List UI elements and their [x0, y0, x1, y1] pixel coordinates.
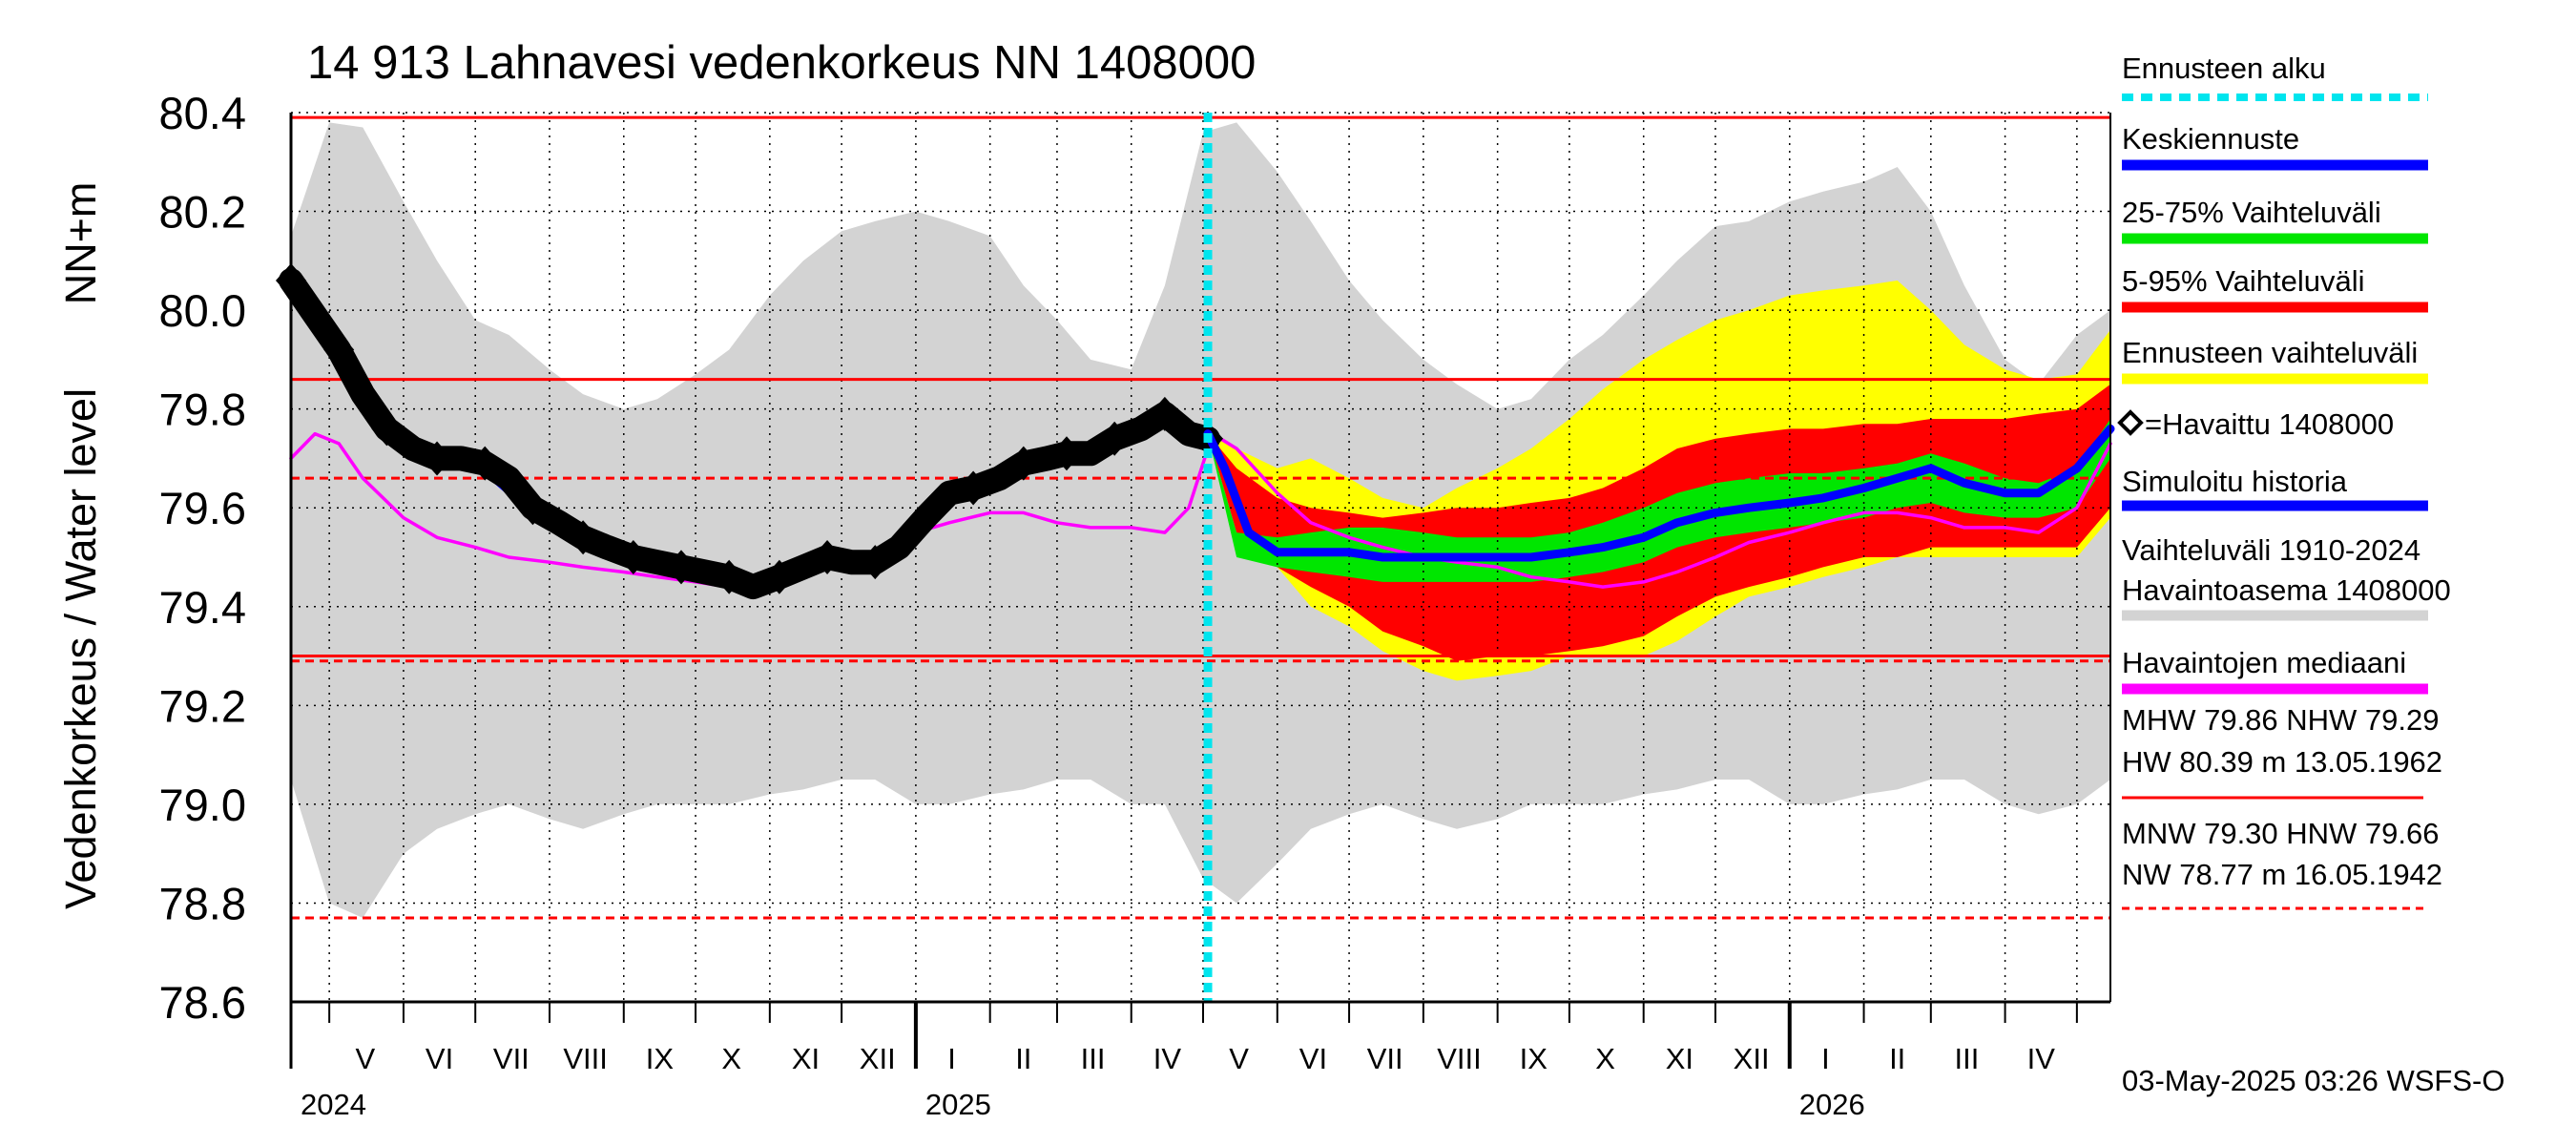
stats-line-hw: HW 80.39 m 13.05.1962 — [2122, 745, 2442, 779]
observed-point — [517, 490, 549, 526]
legend-label: Havaintojen mediaani — [2122, 646, 2406, 679]
observed-point — [1149, 396, 1180, 431]
plot-frame — [289, 113, 2111, 1004]
y-axis-label: Vedenkorkeus / Water level — [56, 388, 105, 909]
month-label-11: III — [1081, 1042, 1106, 1075]
month-label-20: XII — [1734, 1042, 1770, 1075]
observed-point — [371, 411, 403, 447]
year-label-2026: 2026 — [1799, 1088, 1865, 1121]
month-label-16: VIII — [1437, 1042, 1482, 1075]
legend-label: Ennusteen alku — [2122, 52, 2326, 85]
legend-label: Vaihteluväli 1910-2024 — [2122, 533, 2420, 567]
stats-line-mnw: MNW 79.30 HNW 79.66 — [2122, 817, 2440, 850]
month-label-18: X — [1595, 1042, 1615, 1075]
y-axis-unit-label: NN+m — [56, 182, 105, 305]
band-4 — [1208, 419, 2110, 582]
legend-label: Simuloitu historia — [2122, 465, 2348, 498]
legend-label-line2: Havaintoasema 1408000 — [2122, 573, 2451, 607]
y-tick-label: 79.6 — [159, 483, 246, 533]
observed-point — [909, 500, 941, 535]
y-tick-label: 78.6 — [159, 977, 246, 1028]
legend-label: =Havaittu 1408000 — [2145, 407, 2394, 441]
month-label-3: VII — [493, 1042, 530, 1075]
observed-point — [1099, 421, 1131, 456]
month-label-19: XI — [1666, 1042, 1693, 1075]
year-label-2025: 2025 — [925, 1088, 991, 1121]
observed-point — [812, 540, 843, 574]
legend-label: Ennusteen vaihteluväli — [2122, 336, 2418, 369]
month-label-14: VI — [1299, 1042, 1327, 1075]
y-tick-label: 80.2 — [159, 187, 246, 238]
month-label-1: V — [355, 1042, 375, 1075]
y-tick-labels: 80.4 80.2 80.0 79.8 79.6 79.4 79.2 79.0 78.8 78.6 — [159, 88, 246, 1028]
month-label-8: XII — [860, 1042, 896, 1075]
observed-point — [568, 520, 599, 555]
y-tick-label: 79.2 — [159, 680, 246, 731]
month-label-22: II — [1889, 1042, 1905, 1075]
observed-point — [714, 559, 745, 594]
observed-point — [422, 441, 453, 476]
median-line — [289, 431, 2112, 589]
grid-layer — [291, 112, 2110, 1003]
month-label-15: VII — [1367, 1042, 1403, 1075]
reference-lines-layer — [291, 115, 2110, 920]
observed-point — [1008, 446, 1039, 481]
y-tick-label: 80.0 — [159, 285, 246, 336]
observed-point — [617, 540, 649, 574]
month-label-5: IX — [646, 1042, 675, 1075]
band-1 — [291, 122, 2110, 918]
observed-point — [763, 559, 795, 594]
observed-point — [1050, 436, 1082, 471]
month-label-13: V — [1229, 1042, 1249, 1075]
y-tick-label: 79.4 — [159, 582, 246, 633]
month-label-7: XI — [792, 1042, 820, 1075]
y-tick-label: 80.4 — [159, 88, 246, 138]
legend-label: 25-75% Vaihteluväli — [2122, 196, 2381, 229]
observed-point — [860, 545, 891, 580]
observed-point — [469, 446, 501, 481]
legend: Ennusteen alku Keskiennuste 25-75% Vaihtel… — [2117, 52, 2451, 695]
y-tick-label: 79.0 — [159, 780, 246, 830]
month-label-24: IV — [2027, 1042, 2056, 1075]
legend-swatch-observed — [2117, 409, 2144, 436]
year-label-2024: 2024 — [301, 1088, 366, 1121]
stats-line-mhw: MHW 79.86 NHW 79.29 — [2122, 703, 2440, 737]
month-label-12: IV — [1153, 1042, 1182, 1075]
month-label-21: I — [1821, 1042, 1830, 1075]
stats-line-nw: NW 78.77 m 16.05.1942 — [2122, 858, 2442, 891]
month-label-23: III — [1955, 1042, 1980, 1075]
observed-point — [323, 332, 355, 367]
observed-point — [666, 550, 697, 585]
legend-label: 5-95% Vaihteluväli — [2122, 264, 2364, 298]
mean-forecast-line — [1203, 424, 2115, 562]
chart-title: 14 913 Lahnavesi vedenkorkeus NN 1408000 — [307, 37, 1256, 89]
month-label-4: VIII — [563, 1042, 608, 1075]
month-label-17: IX — [1520, 1042, 1548, 1075]
month-label-10: II — [1015, 1042, 1031, 1075]
month-label-2: VI — [426, 1042, 453, 1075]
x-axis: V VI VII VIII IX X XI XII I II III IV V VI VII VIII IX X X… — [289, 1002, 2078, 1121]
y-tick-label: 79.8 — [159, 385, 246, 435]
observed-point — [958, 470, 989, 506]
month-label-9: I — [947, 1042, 956, 1075]
y-tick-label: 78.8 — [159, 878, 246, 928]
month-label-6: X — [721, 1042, 741, 1075]
footer-timestamp: 03-May-2025 03:26 WSFS-O — [2122, 1064, 2504, 1097]
legend-label: Keskiennuste — [2122, 122, 2299, 156]
series-lines-layer — [276, 113, 2115, 1002]
